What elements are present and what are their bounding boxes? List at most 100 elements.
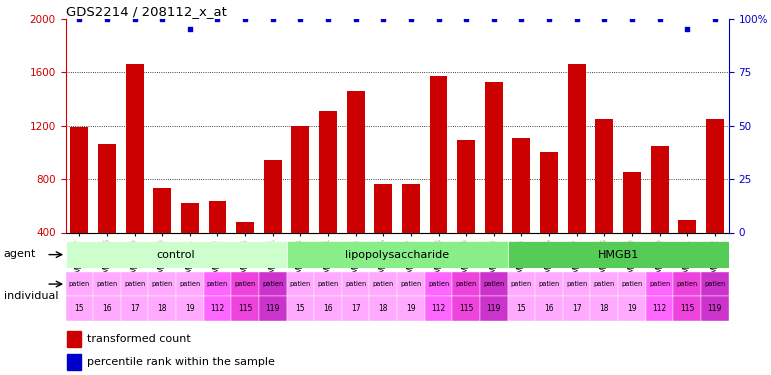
Text: HMGB1: HMGB1 bbox=[598, 250, 638, 259]
Bar bbox=[705, 119, 724, 286]
Point bbox=[349, 16, 362, 22]
Text: 19: 19 bbox=[406, 304, 416, 313]
Text: 112: 112 bbox=[432, 304, 446, 313]
Bar bbox=[153, 188, 171, 286]
Point bbox=[239, 16, 251, 22]
Text: 15: 15 bbox=[295, 304, 305, 313]
Bar bbox=[701, 296, 729, 321]
Bar bbox=[315, 272, 342, 296]
Bar bbox=[480, 296, 507, 321]
Bar bbox=[291, 126, 309, 286]
Text: 17: 17 bbox=[572, 304, 581, 313]
Bar bbox=[66, 296, 93, 321]
Bar bbox=[176, 272, 204, 296]
Bar bbox=[563, 296, 591, 321]
Bar bbox=[673, 272, 701, 296]
Bar bbox=[208, 201, 227, 286]
Text: patien: patien bbox=[456, 281, 476, 287]
Bar bbox=[126, 64, 143, 286]
Point bbox=[295, 16, 307, 22]
Bar bbox=[645, 272, 673, 296]
Text: patien: patien bbox=[483, 281, 504, 287]
Text: patien: patien bbox=[96, 281, 118, 287]
Text: 15: 15 bbox=[75, 304, 84, 313]
Text: patien: patien bbox=[510, 281, 532, 287]
Text: patien: patien bbox=[290, 281, 311, 287]
Text: patien: patien bbox=[704, 281, 726, 287]
Bar bbox=[66, 241, 287, 268]
Bar bbox=[618, 296, 645, 321]
Bar bbox=[259, 296, 287, 321]
Text: 16: 16 bbox=[323, 304, 333, 313]
Text: 17: 17 bbox=[130, 304, 140, 313]
Text: GDS2214 / 208112_x_at: GDS2214 / 208112_x_at bbox=[66, 4, 227, 18]
Text: percentile rank within the sample: percentile rank within the sample bbox=[87, 357, 274, 368]
Bar bbox=[319, 111, 337, 286]
Bar bbox=[70, 127, 89, 286]
Bar bbox=[507, 241, 729, 268]
Bar bbox=[618, 272, 645, 296]
Bar bbox=[259, 272, 287, 296]
Bar bbox=[315, 296, 342, 321]
Text: 15: 15 bbox=[517, 304, 526, 313]
Text: patien: patien bbox=[124, 281, 145, 287]
Text: agent: agent bbox=[4, 249, 36, 259]
Bar bbox=[181, 203, 199, 286]
Bar bbox=[121, 272, 148, 296]
Text: 115: 115 bbox=[680, 304, 695, 313]
Bar bbox=[287, 296, 315, 321]
Text: patien: patien bbox=[318, 281, 338, 287]
Bar bbox=[425, 296, 453, 321]
Text: 18: 18 bbox=[157, 304, 167, 313]
Bar bbox=[287, 272, 315, 296]
Point bbox=[322, 16, 334, 22]
Point bbox=[598, 16, 611, 22]
Text: 19: 19 bbox=[627, 304, 637, 313]
Bar bbox=[369, 272, 397, 296]
Bar bbox=[397, 272, 425, 296]
Bar bbox=[342, 272, 369, 296]
Text: patien: patien bbox=[152, 281, 173, 287]
Text: patien: patien bbox=[621, 281, 642, 287]
Text: 119: 119 bbox=[265, 304, 280, 313]
Text: patien: patien bbox=[676, 281, 698, 287]
Point bbox=[73, 16, 86, 22]
Text: 119: 119 bbox=[708, 304, 722, 313]
Text: individual: individual bbox=[4, 291, 59, 301]
Text: patien: patien bbox=[649, 281, 670, 287]
Bar bbox=[651, 146, 668, 286]
Text: patien: patien bbox=[69, 281, 90, 287]
Text: 16: 16 bbox=[544, 304, 554, 313]
Point bbox=[211, 16, 224, 22]
Bar bbox=[148, 296, 176, 321]
Point bbox=[405, 16, 417, 22]
Point bbox=[543, 16, 555, 22]
Point bbox=[709, 16, 721, 22]
Text: 119: 119 bbox=[487, 304, 501, 313]
Bar bbox=[397, 296, 425, 321]
Text: lipopolysaccharide: lipopolysaccharide bbox=[345, 250, 449, 259]
Point bbox=[626, 16, 638, 22]
Bar bbox=[148, 272, 176, 296]
Bar bbox=[67, 331, 82, 347]
Bar bbox=[264, 160, 281, 286]
Bar bbox=[204, 296, 231, 321]
Point bbox=[156, 16, 168, 22]
Bar bbox=[485, 81, 503, 286]
Bar bbox=[453, 296, 480, 321]
Text: transformed count: transformed count bbox=[87, 334, 190, 344]
Text: patien: patien bbox=[262, 281, 284, 287]
Text: 19: 19 bbox=[185, 304, 194, 313]
Text: 115: 115 bbox=[238, 304, 252, 313]
Text: patien: patien bbox=[538, 281, 560, 287]
Point bbox=[183, 26, 196, 33]
Point bbox=[267, 16, 279, 22]
Text: 17: 17 bbox=[351, 304, 360, 313]
Text: patien: patien bbox=[207, 281, 228, 287]
Point bbox=[433, 16, 445, 22]
Bar bbox=[66, 272, 93, 296]
Bar bbox=[204, 272, 231, 296]
Bar bbox=[673, 296, 701, 321]
Text: 112: 112 bbox=[652, 304, 667, 313]
Bar bbox=[369, 296, 397, 321]
